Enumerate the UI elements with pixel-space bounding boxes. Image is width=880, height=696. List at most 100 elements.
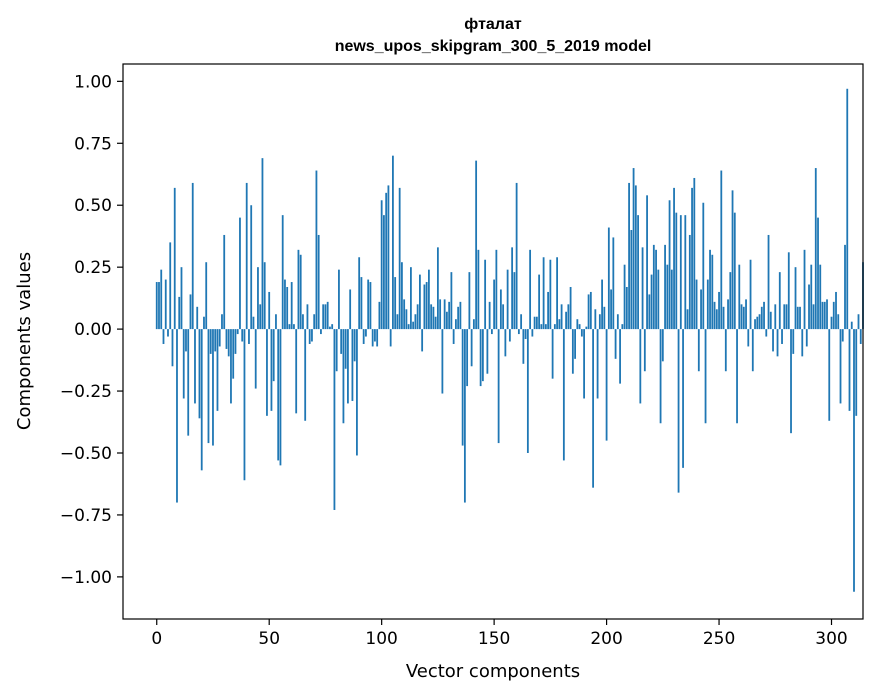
bar — [376, 329, 379, 347]
bar — [659, 329, 662, 424]
bar — [704, 329, 707, 424]
bar — [167, 329, 169, 337]
bar — [601, 279, 603, 330]
bar — [643, 329, 646, 372]
bar — [302, 314, 304, 330]
y-tick-label: 0.75 — [74, 134, 112, 154]
bar — [225, 329, 228, 349]
bar — [558, 319, 561, 330]
y-tick-label: −0.75 — [60, 506, 112, 526]
bar — [646, 195, 648, 330]
bar — [607, 227, 610, 330]
bar — [297, 249, 300, 330]
bar — [538, 274, 541, 330]
bar — [632, 168, 635, 330]
bar — [385, 192, 388, 330]
bar — [569, 286, 572, 330]
bar — [419, 274, 421, 330]
y-axis: 1.00 0.75 0.50 0.25 0.00 −0.25 −0.50 −0.75 −1.00 — [60, 72, 123, 588]
bar — [513, 272, 516, 330]
bar — [326, 301, 329, 330]
bar — [243, 329, 246, 481]
bar — [832, 301, 835, 330]
bar — [232, 329, 235, 379]
bar — [196, 306, 199, 330]
bar — [331, 324, 334, 330]
bar — [619, 329, 621, 384]
bar — [313, 314, 316, 330]
bar — [380, 200, 383, 330]
bar — [531, 329, 534, 337]
bar — [320, 329, 322, 335]
bar — [432, 306, 435, 330]
bar — [308, 329, 311, 344]
bar — [522, 329, 525, 364]
bar — [223, 234, 226, 330]
bar — [720, 170, 723, 330]
bar — [484, 259, 487, 330]
bar — [772, 329, 774, 352]
bar — [648, 294, 651, 330]
bar — [198, 329, 201, 419]
bar — [520, 314, 523, 330]
bar — [459, 301, 462, 330]
bar — [628, 182, 630, 330]
bar — [754, 319, 756, 330]
bar — [661, 329, 664, 362]
bar — [430, 304, 433, 330]
bar — [859, 329, 862, 344]
bar — [250, 205, 253, 330]
bar — [821, 301, 824, 330]
bar — [756, 316, 759, 330]
bar — [682, 329, 684, 468]
bar — [623, 264, 626, 330]
bar — [311, 329, 313, 342]
bar — [585, 326, 588, 330]
bar — [740, 304, 743, 330]
bar — [850, 321, 853, 330]
bar — [299, 254, 302, 330]
bar — [342, 329, 345, 424]
bar — [549, 259, 552, 330]
bar — [749, 259, 752, 330]
bar — [848, 329, 851, 411]
bar — [760, 306, 763, 330]
bar — [731, 190, 734, 330]
bar — [401, 262, 403, 330]
bar — [212, 329, 214, 446]
bar — [200, 329, 203, 471]
bar — [610, 289, 612, 330]
bar — [736, 329, 738, 424]
bar — [205, 262, 208, 330]
bar — [612, 237, 615, 330]
bar — [281, 215, 284, 330]
bar — [392, 155, 394, 330]
bar — [254, 329, 257, 389]
bar — [709, 249, 711, 330]
bar — [641, 247, 644, 330]
bar — [445, 311, 448, 330]
bar — [781, 329, 783, 344]
bar — [702, 202, 705, 330]
bar — [583, 329, 585, 399]
bar — [594, 309, 597, 330]
bar — [796, 306, 799, 330]
bar — [837, 314, 840, 330]
bar — [511, 247, 514, 330]
bar — [495, 249, 498, 330]
bar — [221, 314, 223, 330]
bar — [785, 304, 788, 330]
bar — [688, 234, 691, 330]
bar — [544, 324, 547, 330]
x-axis: 0 50 100 150 200 250 300 — [151, 619, 848, 649]
bar — [783, 304, 786, 330]
bar — [603, 306, 606, 330]
bar — [270, 329, 273, 411]
bar — [684, 215, 687, 330]
bar — [598, 314, 601, 330]
bar — [266, 329, 268, 416]
bar — [700, 289, 702, 330]
chart-title: фталат — [464, 16, 522, 33]
bar — [349, 289, 352, 330]
